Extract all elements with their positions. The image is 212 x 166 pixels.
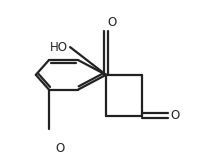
Text: HO: HO xyxy=(50,41,68,54)
Text: O: O xyxy=(56,142,65,155)
Text: O: O xyxy=(170,109,180,122)
Text: O: O xyxy=(108,16,117,29)
